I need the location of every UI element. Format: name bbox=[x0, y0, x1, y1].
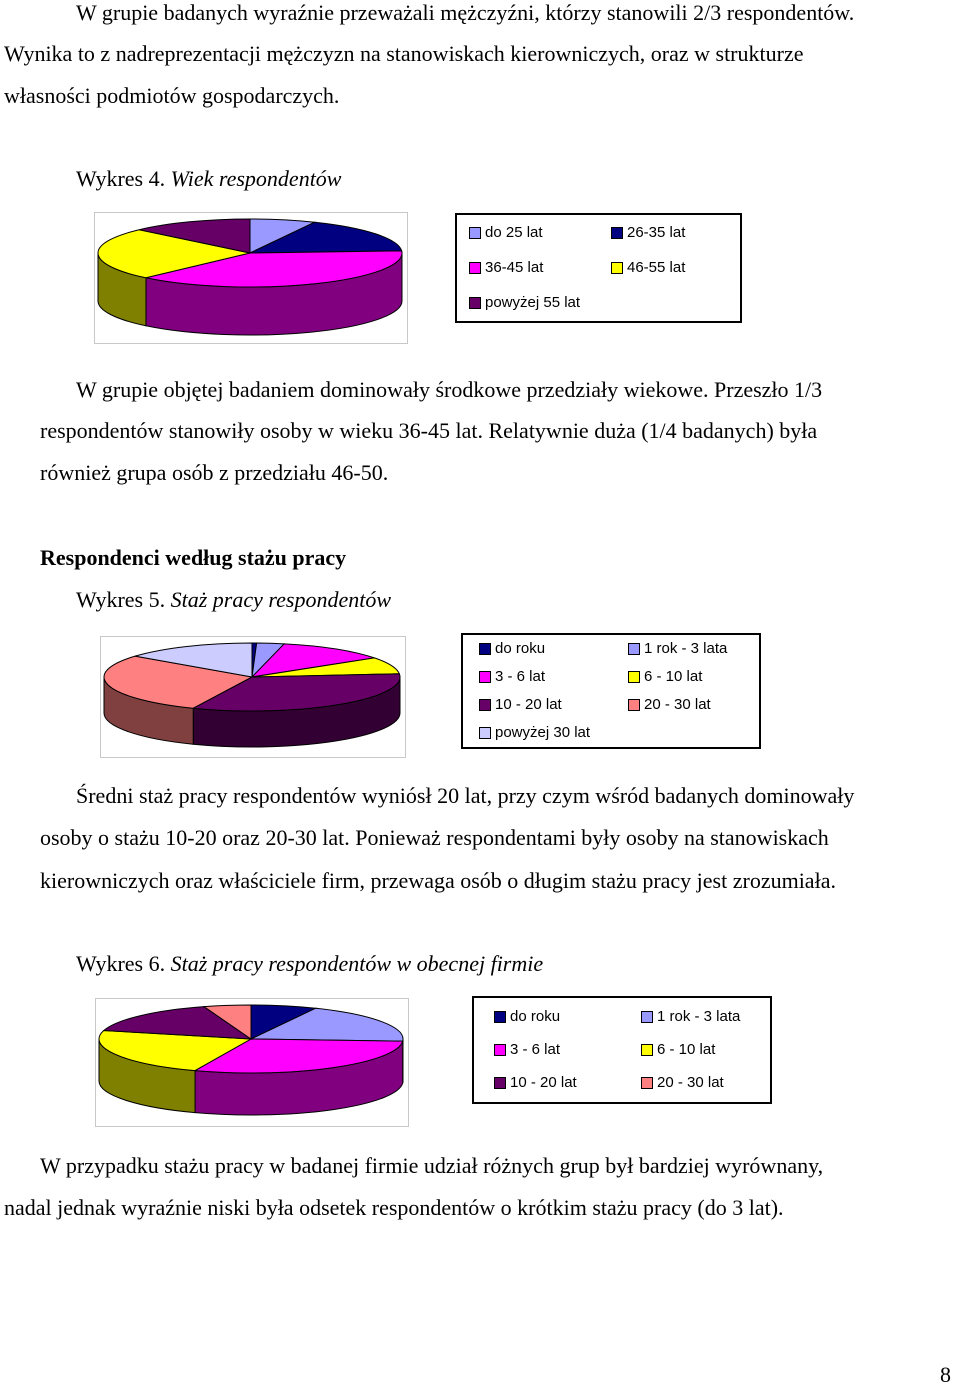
chart5-legend-swatch-2 bbox=[628, 643, 640, 655]
chart5-legend-item-6: 20 - 30 lat bbox=[628, 696, 711, 714]
chart5-pie bbox=[101, 637, 405, 757]
chart5-caption-title: Staż pracy respondentów bbox=[171, 587, 391, 612]
chart5-legend-item-3: 3 - 6 lat bbox=[479, 668, 545, 686]
chart6-legend-label-6: 20 - 30 lat bbox=[657, 1074, 724, 1092]
chart5-legend-swatch-3 bbox=[479, 671, 491, 683]
chart4-legend-label-1: do 25 lat bbox=[485, 224, 543, 242]
intro-line-3: własności podmiotów gospodarczych. bbox=[4, 83, 339, 109]
chart6-legend: do roku 1 rok - 3 lata 3 - 6 lat 6 - 10 lat… bbox=[472, 996, 772, 1104]
chart4-legend-swatch-2 bbox=[611, 227, 623, 239]
chart6-legend-item-1: do roku bbox=[494, 1008, 560, 1026]
chart5-legend: do roku 1 rok - 3 lata 3 - 6 lat 6 - 10 lat… bbox=[461, 633, 761, 749]
chart5-legend-swatch-7 bbox=[479, 727, 491, 739]
chart4-legend-item-2: 26-35 lat bbox=[611, 224, 685, 242]
chart6-legend-item-4: 6 - 10 lat bbox=[641, 1041, 715, 1059]
chart5-area bbox=[100, 636, 406, 758]
chart5-legend-item-5: 10 - 20 lat bbox=[479, 696, 562, 714]
chart6-legend-item-2: 1 rok - 3 lata bbox=[641, 1008, 740, 1026]
chart6-caption-prefix: Wykres 6. bbox=[76, 951, 165, 976]
chart5-legend-label-7: powyżej 30 lat bbox=[495, 724, 590, 742]
para2-line-3: kierowniczych oraz właściciele firm, prz… bbox=[40, 868, 836, 894]
chart4-legend-label-4: 46-55 lat bbox=[627, 259, 685, 277]
chart4-legend-label-3: 36-45 lat bbox=[485, 259, 543, 277]
chart5-legend-item-2: 1 rok - 3 lata bbox=[628, 640, 727, 658]
chart6-pie bbox=[96, 999, 408, 1126]
chart6-caption: Wykres 6. Staż pracy respondentów w obec… bbox=[76, 951, 543, 977]
chart4-legend: do 25 lat 26-35 lat 36-45 lat 46-55 lat powy… bbox=[455, 213, 742, 323]
chart5-caption-prefix: Wykres 5. bbox=[76, 587, 165, 612]
chart4-legend-item-4: 46-55 lat bbox=[611, 259, 685, 277]
chart4-legend-item-5: powyżej 55 lat bbox=[469, 294, 580, 312]
chart4-legend-swatch-3 bbox=[469, 262, 481, 274]
chart4-legend-label-2: 26-35 lat bbox=[627, 224, 685, 242]
chart5-legend-swatch-6 bbox=[628, 699, 640, 711]
intro-line-1: W grupie badanych wyraźnie przeważali mę… bbox=[76, 0, 854, 26]
chart4-caption: Wykres 4. Wiek respondentów bbox=[76, 166, 342, 192]
chart6-legend-item-5: 10 - 20 lat bbox=[494, 1074, 577, 1092]
chart5-legend-label-6: 20 - 30 lat bbox=[644, 696, 711, 714]
chart4-legend-item-1: do 25 lat bbox=[469, 224, 543, 242]
chart6-legend-label-3: 3 - 6 lat bbox=[510, 1041, 560, 1059]
chart6-legend-swatch-1 bbox=[494, 1011, 506, 1023]
para2-line-1: Średni staż pracy respondentów wyniósł 2… bbox=[76, 783, 854, 809]
chart6-legend-label-1: do roku bbox=[510, 1008, 560, 1026]
chart6-area bbox=[95, 998, 409, 1127]
page-number: 8 bbox=[940, 1362, 951, 1388]
para1-line-1: W grupie objętej badaniem dominowały śro… bbox=[76, 377, 822, 403]
chart6-legend-swatch-5 bbox=[494, 1077, 506, 1089]
chart6-caption-title: Staż pracy respondentów w obecnej firmie bbox=[171, 951, 544, 976]
para2-line-2: osoby o stażu 10-20 oraz 20-30 lat. Poni… bbox=[40, 825, 829, 851]
chart5-legend-label-2: 1 rok - 3 lata bbox=[644, 640, 727, 658]
chart5-legend-item-1: do roku bbox=[479, 640, 545, 658]
para1-line-3: również grupa osób z przedziału 46-50. bbox=[40, 460, 388, 486]
chart6-legend-swatch-3 bbox=[494, 1044, 506, 1056]
para3-line-2: nadal jednak wyraźnie niski była odsetek… bbox=[4, 1195, 784, 1221]
chart5-legend-label-1: do roku bbox=[495, 640, 545, 658]
chart5-legend-swatch-5 bbox=[479, 699, 491, 711]
chart6-legend-item-6: 20 - 30 lat bbox=[641, 1074, 724, 1092]
chart4-area bbox=[94, 212, 408, 344]
chart5-legend-swatch-1 bbox=[479, 643, 491, 655]
chart6-legend-swatch-6 bbox=[641, 1077, 653, 1089]
chart5-legend-item-4: 6 - 10 lat bbox=[628, 668, 702, 686]
chart6-legend-swatch-2 bbox=[641, 1011, 653, 1023]
para1-line-2: respondentów stanowiły osoby w wieku 36-… bbox=[40, 418, 817, 444]
chart4-caption-prefix: Wykres 4. bbox=[76, 166, 165, 191]
chart6-legend-swatch-4 bbox=[641, 1044, 653, 1056]
chart4-legend-label-5: powyżej 55 lat bbox=[485, 294, 580, 312]
chart6-legend-item-3: 3 - 6 lat bbox=[494, 1041, 560, 1059]
chart6-legend-label-5: 10 - 20 lat bbox=[510, 1074, 577, 1092]
chart6-legend-label-4: 6 - 10 lat bbox=[657, 1041, 715, 1059]
chart5-legend-item-7: powyżej 30 lat bbox=[479, 724, 590, 742]
chart4-legend-swatch-1 bbox=[469, 227, 481, 239]
chart4-pie bbox=[95, 213, 407, 343]
para3-line-1: W przypadku stażu pracy w badanej firmie… bbox=[40, 1153, 823, 1179]
chart4-legend-swatch-5 bbox=[469, 297, 481, 309]
chart5-caption: Wykres 5. Staż pracy respondentów bbox=[76, 587, 391, 613]
section-heading: Respondenci według stażu pracy bbox=[40, 545, 346, 571]
intro-line-2: Wynika to z nadreprezentacji mężczyzn na… bbox=[4, 41, 803, 67]
chart4-legend-item-3: 36-45 lat bbox=[469, 259, 543, 277]
chart5-legend-label-3: 3 - 6 lat bbox=[495, 668, 545, 686]
chart4-legend-swatch-4 bbox=[611, 262, 623, 274]
chart5-legend-label-5: 10 - 20 lat bbox=[495, 696, 562, 714]
chart5-legend-label-4: 6 - 10 lat bbox=[644, 668, 702, 686]
chart5-legend-swatch-4 bbox=[628, 671, 640, 683]
chart6-legend-label-2: 1 rok - 3 lata bbox=[657, 1008, 740, 1026]
chart4-caption-title: Wiek respondentów bbox=[171, 166, 342, 191]
